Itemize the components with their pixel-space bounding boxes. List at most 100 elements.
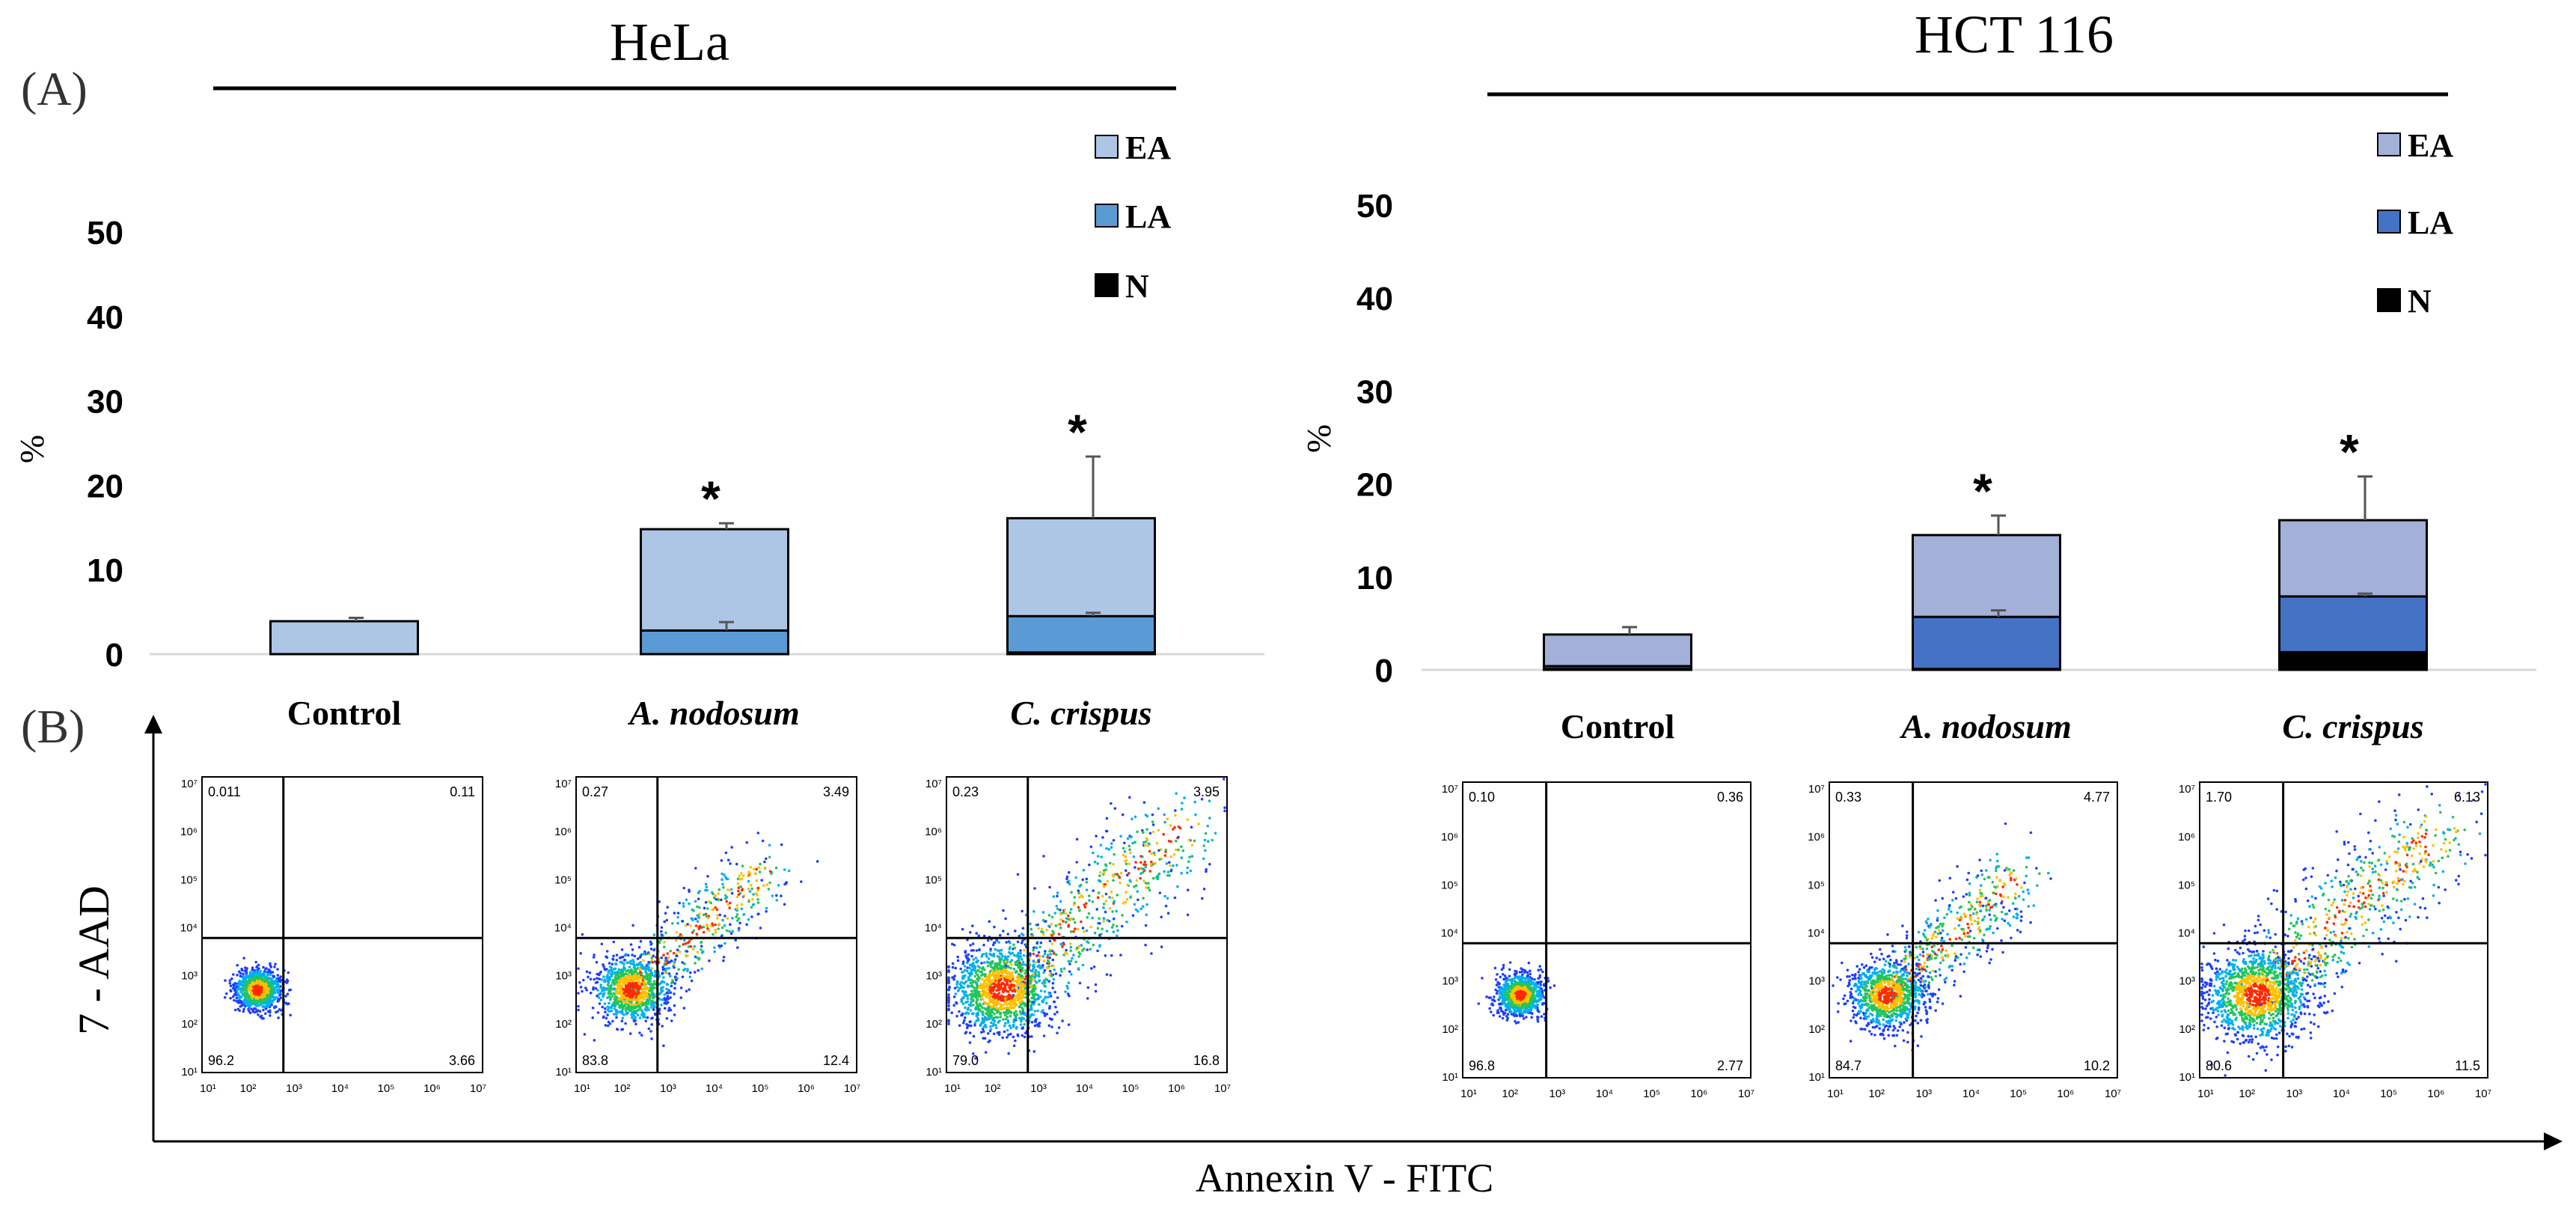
hela-flow-event-dot bbox=[1009, 1006, 1012, 1010]
hela-flow-event-dot bbox=[988, 970, 992, 973]
hela-flow-event-dot bbox=[652, 948, 655, 952]
hela-flow-event-dot bbox=[256, 1004, 260, 1007]
hela-flow-event-dot bbox=[988, 993, 992, 997]
hela-flow-event-dot bbox=[993, 1013, 996, 1016]
hela-flow-event-dot bbox=[1012, 1035, 1015, 1039]
hela-flow-event-dot bbox=[1069, 960, 1073, 963]
hela-flow-event-dot bbox=[620, 985, 623, 989]
hela-flow-event-dot bbox=[1190, 855, 1194, 858]
hela-flow-event-dot bbox=[963, 990, 967, 993]
hela-flow-event-dot bbox=[783, 903, 786, 906]
hela-flow-event-dot bbox=[289, 1013, 293, 1017]
hela-flow-event-dot bbox=[1002, 1018, 1005, 1021]
hela-flow-event-dot bbox=[684, 942, 687, 945]
hela-y-log-tick: 10⁵ bbox=[180, 873, 198, 886]
hela-flow-event-dot bbox=[267, 972, 270, 976]
hela-flow-event-dot bbox=[645, 1009, 648, 1012]
hela-flow-event-dot bbox=[1070, 973, 1073, 976]
hela-flow-event-dot bbox=[1097, 879, 1101, 882]
hela-flow-event-dot bbox=[267, 980, 271, 983]
hela-flow-event-dot bbox=[622, 996, 625, 999]
hela-flow-event-dot bbox=[277, 1016, 280, 1019]
hela-flow-event-dot bbox=[255, 965, 258, 969]
hela-flow-event-dot bbox=[1187, 838, 1191, 842]
hela-flow-event-dot bbox=[1032, 910, 1035, 913]
hela-flow-event-dot bbox=[1009, 994, 1012, 997]
hela-flow-event-dot bbox=[686, 923, 689, 926]
hela-flow-event-dot bbox=[614, 995, 617, 998]
hela-flow-event-dot bbox=[981, 1028, 985, 1031]
hela-flow-event-dot bbox=[1064, 990, 1067, 993]
hela-flow-event-dot bbox=[660, 933, 663, 936]
hela-flow-event-dot bbox=[1015, 1025, 1018, 1029]
hela-flow-event-dot bbox=[653, 974, 656, 977]
hela-flow-event-dot bbox=[662, 976, 665, 979]
hela-flow-event-dot bbox=[596, 972, 599, 976]
hela-flow-event-dot bbox=[688, 988, 691, 991]
hela-flow-event-dot bbox=[763, 860, 766, 864]
hela-flow-event-dot bbox=[1125, 921, 1128, 924]
hela-flow-event-dot bbox=[594, 981, 598, 984]
hela-flow-event-dot bbox=[653, 1012, 657, 1016]
hct-flow-event-dot bbox=[1530, 1012, 1534, 1015]
hela-flow-event-dot bbox=[1125, 869, 1128, 872]
hela-flow-event-dot bbox=[263, 997, 266, 1001]
hela-flow-event-dot bbox=[247, 995, 251, 998]
hela-flow-event-dot bbox=[1072, 918, 1075, 921]
hela-flow-event-dot bbox=[717, 892, 721, 895]
hela-flow-event-dot bbox=[1013, 998, 1016, 1001]
hela-flow-event-dot bbox=[615, 1028, 619, 1031]
hela-flow-event-dot bbox=[246, 1004, 250, 1007]
hela-flow-event-dot bbox=[1034, 969, 1038, 972]
hela-flow-event-dot bbox=[669, 949, 672, 953]
hela-flow-event-dot bbox=[741, 888, 744, 891]
hela-flow-event-dot bbox=[1021, 927, 1025, 930]
hela-flow-event-dot bbox=[995, 939, 999, 942]
hela-flow-event-dot bbox=[1015, 980, 1018, 983]
hela-flow-event-dot bbox=[660, 1003, 663, 1007]
hela-flow-event-dot bbox=[694, 924, 698, 927]
hela-flow-event-dot bbox=[1042, 1034, 1046, 1037]
hela-flow-event-dot bbox=[775, 899, 778, 902]
hela-flow-event-dot bbox=[248, 978, 251, 981]
hela-flow-event-dot bbox=[244, 999, 247, 1002]
hela-flow-event-dot bbox=[1075, 861, 1078, 864]
hela-flow-event-dot bbox=[231, 995, 235, 998]
hela-flow-event-dot bbox=[1112, 839, 1116, 842]
hela-flow-event-dot bbox=[1047, 995, 1050, 998]
hela-flow-event-dot bbox=[647, 1027, 651, 1031]
hela-flow-event-dot bbox=[729, 862, 732, 865]
hela-flow-event-dot bbox=[624, 953, 628, 956]
hela-flow-event-dot bbox=[693, 971, 697, 974]
hela-flow-event-dot bbox=[730, 846, 733, 849]
hela-flow-event-dot bbox=[1113, 852, 1116, 856]
hela-flow-event-dot bbox=[997, 983, 1000, 986]
hela-flow-event-dot bbox=[593, 977, 596, 981]
hela-flow-event-dot bbox=[254, 982, 257, 985]
hela-flow-event-dot bbox=[639, 970, 642, 974]
hela-flow-event-dot bbox=[800, 880, 803, 883]
hela-flow-event-dot bbox=[1067, 914, 1070, 918]
hela-flow-event-dot bbox=[967, 984, 970, 988]
hela-flow-event-dot bbox=[1092, 965, 1096, 968]
hela-flow-event-dot bbox=[1035, 1018, 1038, 1021]
hela-flow-event-dot bbox=[722, 956, 726, 959]
hela-flow-event-dot bbox=[240, 967, 243, 971]
hela-flow-event-dot bbox=[287, 971, 290, 974]
hela-flow-event-dot bbox=[588, 971, 592, 974]
hela-flow-event-dot bbox=[1123, 850, 1127, 853]
hela-flow-event-dot bbox=[997, 941, 1000, 944]
hela-flow-event-dot bbox=[607, 992, 611, 995]
hela-flow-event-dot bbox=[632, 1009, 636, 1013]
hela-flow-event-dot bbox=[709, 924, 713, 928]
hela-flow-event-dot bbox=[1000, 967, 1003, 971]
hct-category-label: C. crispus bbox=[2282, 707, 2423, 745]
hela-flow-event-dot bbox=[1151, 876, 1155, 880]
hela-flow-event-dot bbox=[277, 989, 281, 992]
hela-flow-event-dot bbox=[646, 998, 650, 1002]
hct-flow-event-dot bbox=[1540, 1015, 1544, 1018]
hela-flow-event-dot bbox=[993, 982, 996, 985]
hela-flow-event-dot bbox=[621, 1028, 625, 1031]
hela-flow-event-dot bbox=[665, 987, 668, 991]
hela-flow-event-dot bbox=[270, 981, 274, 984]
